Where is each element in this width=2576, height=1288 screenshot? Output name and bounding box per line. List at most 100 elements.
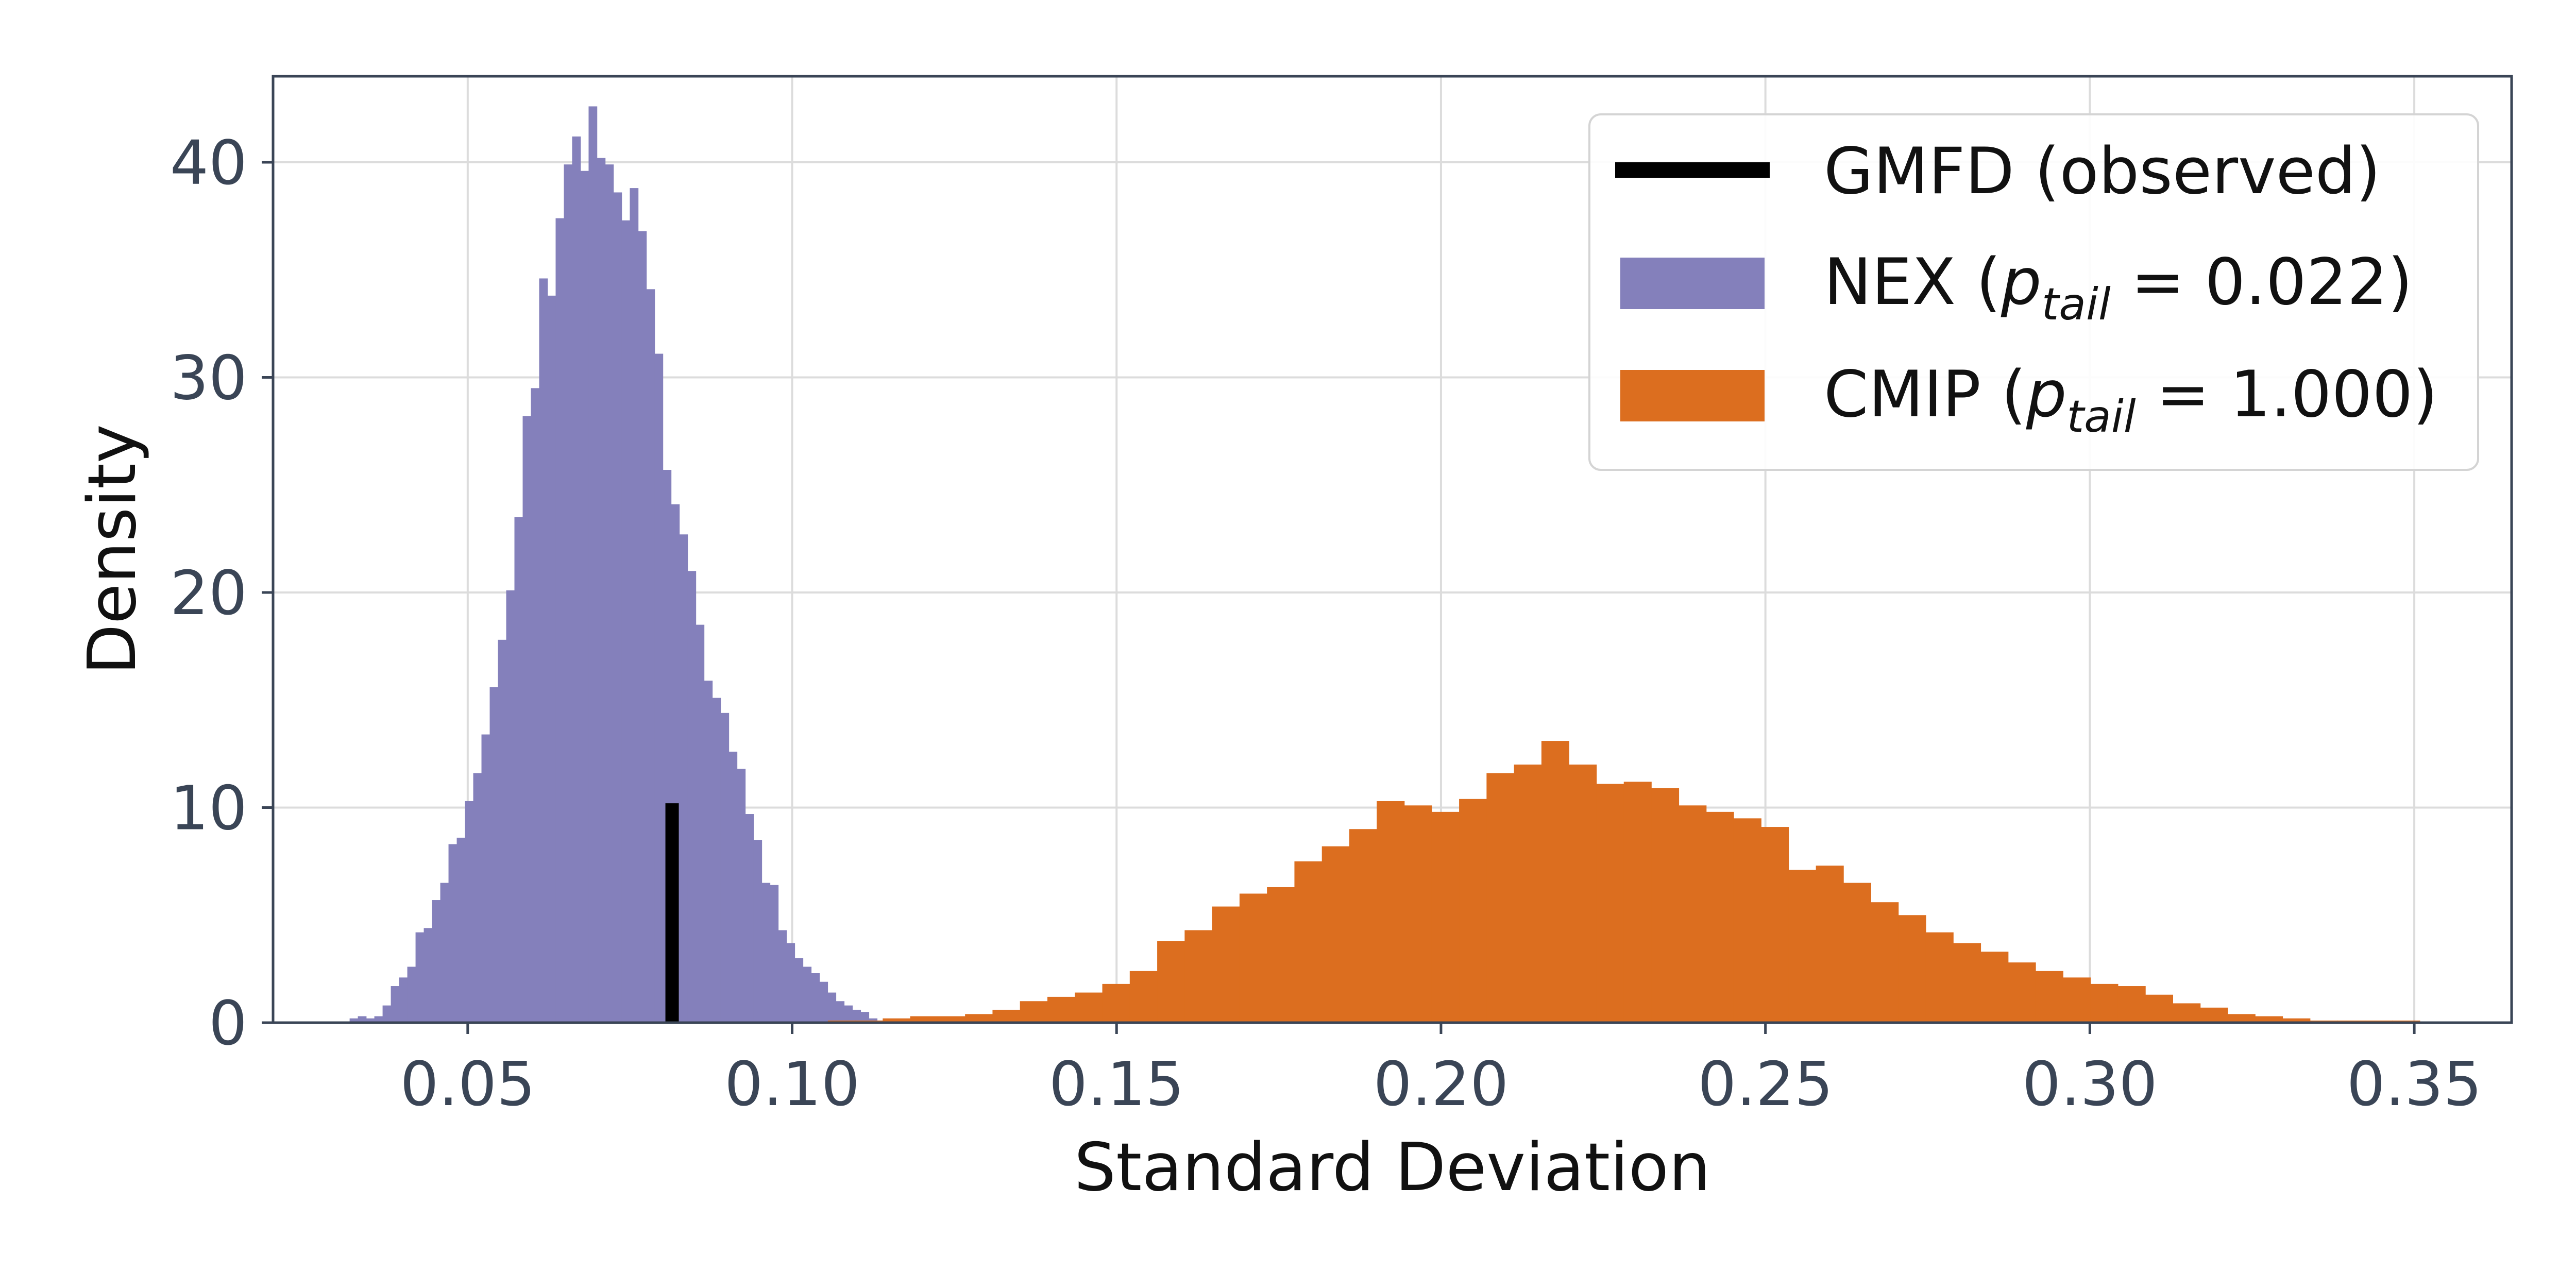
y-tick-label: 20 <box>170 557 247 629</box>
cmip-bar <box>1871 902 1899 1023</box>
cmip-bar <box>910 1016 938 1023</box>
nex-bar <box>481 734 490 1023</box>
cmip-bar <box>1953 943 1981 1023</box>
nex-bar <box>770 885 779 1023</box>
nex-bar <box>819 981 828 1023</box>
nex-bar <box>555 218 565 1023</box>
x-tick-label: 0.30 <box>2022 1048 2158 1120</box>
cmip-bar <box>2090 984 2119 1023</box>
nex-bar <box>539 278 548 1023</box>
cmip-bar <box>1239 893 1267 1023</box>
cmip-bar <box>2173 1003 2201 1023</box>
nex-bar <box>712 698 721 1023</box>
cmip-bar <box>1377 801 1405 1023</box>
nex-bar <box>547 295 556 1023</box>
cmip-bar <box>1212 906 1240 1023</box>
legend: GMFD (observed) NEX (ptail = 0.022) CMIP… <box>1588 113 2479 471</box>
x-tick-label: 0.10 <box>724 1048 860 1120</box>
nex-bar <box>597 158 606 1023</box>
legend-nex-label: NEX (ptail = 0.022) <box>1824 245 2413 330</box>
legend-cmip-p-value: 1.000 <box>2230 358 2413 432</box>
nex-bar <box>572 136 581 1023</box>
nex-bar <box>440 883 449 1023</box>
cmip-bar <box>2145 994 2174 1023</box>
y-axis-label: Density <box>74 424 151 675</box>
nex-bar <box>399 977 408 1023</box>
cmip-bar <box>1843 883 1871 1023</box>
plot-frame <box>272 75 2513 1024</box>
nex-bar <box>605 164 614 1023</box>
cmip-bar <box>1651 788 1680 1023</box>
cmip-bar <box>1706 811 1734 1023</box>
nex-bar <box>407 967 416 1023</box>
y-tick-label: 10 <box>170 773 247 844</box>
legend-cmip-p-sub: tail <box>2066 391 2136 443</box>
legend-nex-name: NEX <box>1824 245 1956 319</box>
cmip-bar <box>2117 986 2146 1023</box>
cmip-bar <box>1184 930 1213 1023</box>
nex-bar <box>423 928 433 1023</box>
cmip-bar <box>1761 827 1789 1023</box>
cmip-bar <box>2035 971 2063 1023</box>
cmip-bar <box>1459 799 1487 1023</box>
cmip-bar <box>1541 741 1569 1023</box>
x-axis-ticks: 0.05 0.10 0.15 0.20 0.25 0.30 0.35 <box>400 1023 2482 1120</box>
nex-bar <box>489 687 499 1023</box>
nex-bar <box>382 1005 392 1023</box>
cmip-bar <box>2255 1016 2283 1023</box>
cmip-bar <box>1102 984 1130 1023</box>
nex-bar <box>498 639 507 1023</box>
cmip-bar <box>1679 805 1707 1023</box>
nex-bar <box>844 1005 853 1023</box>
legend-cmip-swatch <box>1620 370 1765 421</box>
cmip-bar <box>1980 952 2009 1023</box>
nex-bar <box>391 986 400 1023</box>
nex-bar <box>588 106 598 1023</box>
cmip-bar <box>992 1009 1021 1023</box>
y-axis-ticks: 0 10 20 30 40 <box>170 127 273 1059</box>
x-tick-label: 0.05 <box>400 1048 535 1120</box>
nex-bar <box>564 164 573 1023</box>
cmip-bar <box>883 1018 911 1023</box>
y-tick-label: 40 <box>170 127 247 198</box>
cmip-bar <box>1569 765 1597 1023</box>
nex-bar <box>728 751 738 1023</box>
nex-bar <box>753 840 762 1023</box>
legend-nex-p-symbol: p <box>2001 245 2042 319</box>
legend-cmip-p-symbol: p <box>2026 358 2067 432</box>
cmip-bar <box>1349 829 1378 1023</box>
legend-cmip-label: CMIP (ptail = 1.000) <box>1824 358 2438 443</box>
cmip-bar <box>2200 1007 2228 1023</box>
x-tick-label: 0.15 <box>1049 1048 1184 1120</box>
nex-bar <box>415 932 425 1023</box>
legend-nex-swatch <box>1620 258 1765 309</box>
nex-bar <box>860 1012 870 1023</box>
nex-bar <box>456 837 466 1023</box>
nex-bar <box>448 844 457 1023</box>
nex-bar <box>811 973 820 1023</box>
cmip-bar <box>1925 932 1954 1023</box>
nex-bar <box>778 930 787 1023</box>
x-tick-label: 0.35 <box>2347 1048 2482 1120</box>
cmip-bar <box>1157 941 1185 1023</box>
nex-bar <box>720 713 730 1023</box>
cmip-bar <box>1816 866 1844 1023</box>
nex-bar <box>852 1009 861 1023</box>
cmip-bar <box>2282 1018 2311 1023</box>
nex-bar <box>687 571 697 1023</box>
cmip-bar <box>1486 773 1515 1023</box>
y-tick-label: 0 <box>209 988 247 1059</box>
nex-bar <box>761 883 771 1023</box>
nex-bar <box>531 388 540 1023</box>
nex-bar <box>737 769 746 1023</box>
nex-bar <box>349 1018 359 1023</box>
nex-bar <box>786 943 795 1023</box>
cmip-bar <box>965 1014 993 1023</box>
cmip-bar <box>1596 784 1624 1023</box>
nex-bar <box>621 220 631 1023</box>
nex-bar <box>465 801 474 1023</box>
cmip-histogram-series <box>827 741 2420 1023</box>
nex-histogram-series <box>349 106 894 1023</box>
nex-bar <box>794 958 804 1023</box>
cmip-bar <box>1267 887 1295 1023</box>
